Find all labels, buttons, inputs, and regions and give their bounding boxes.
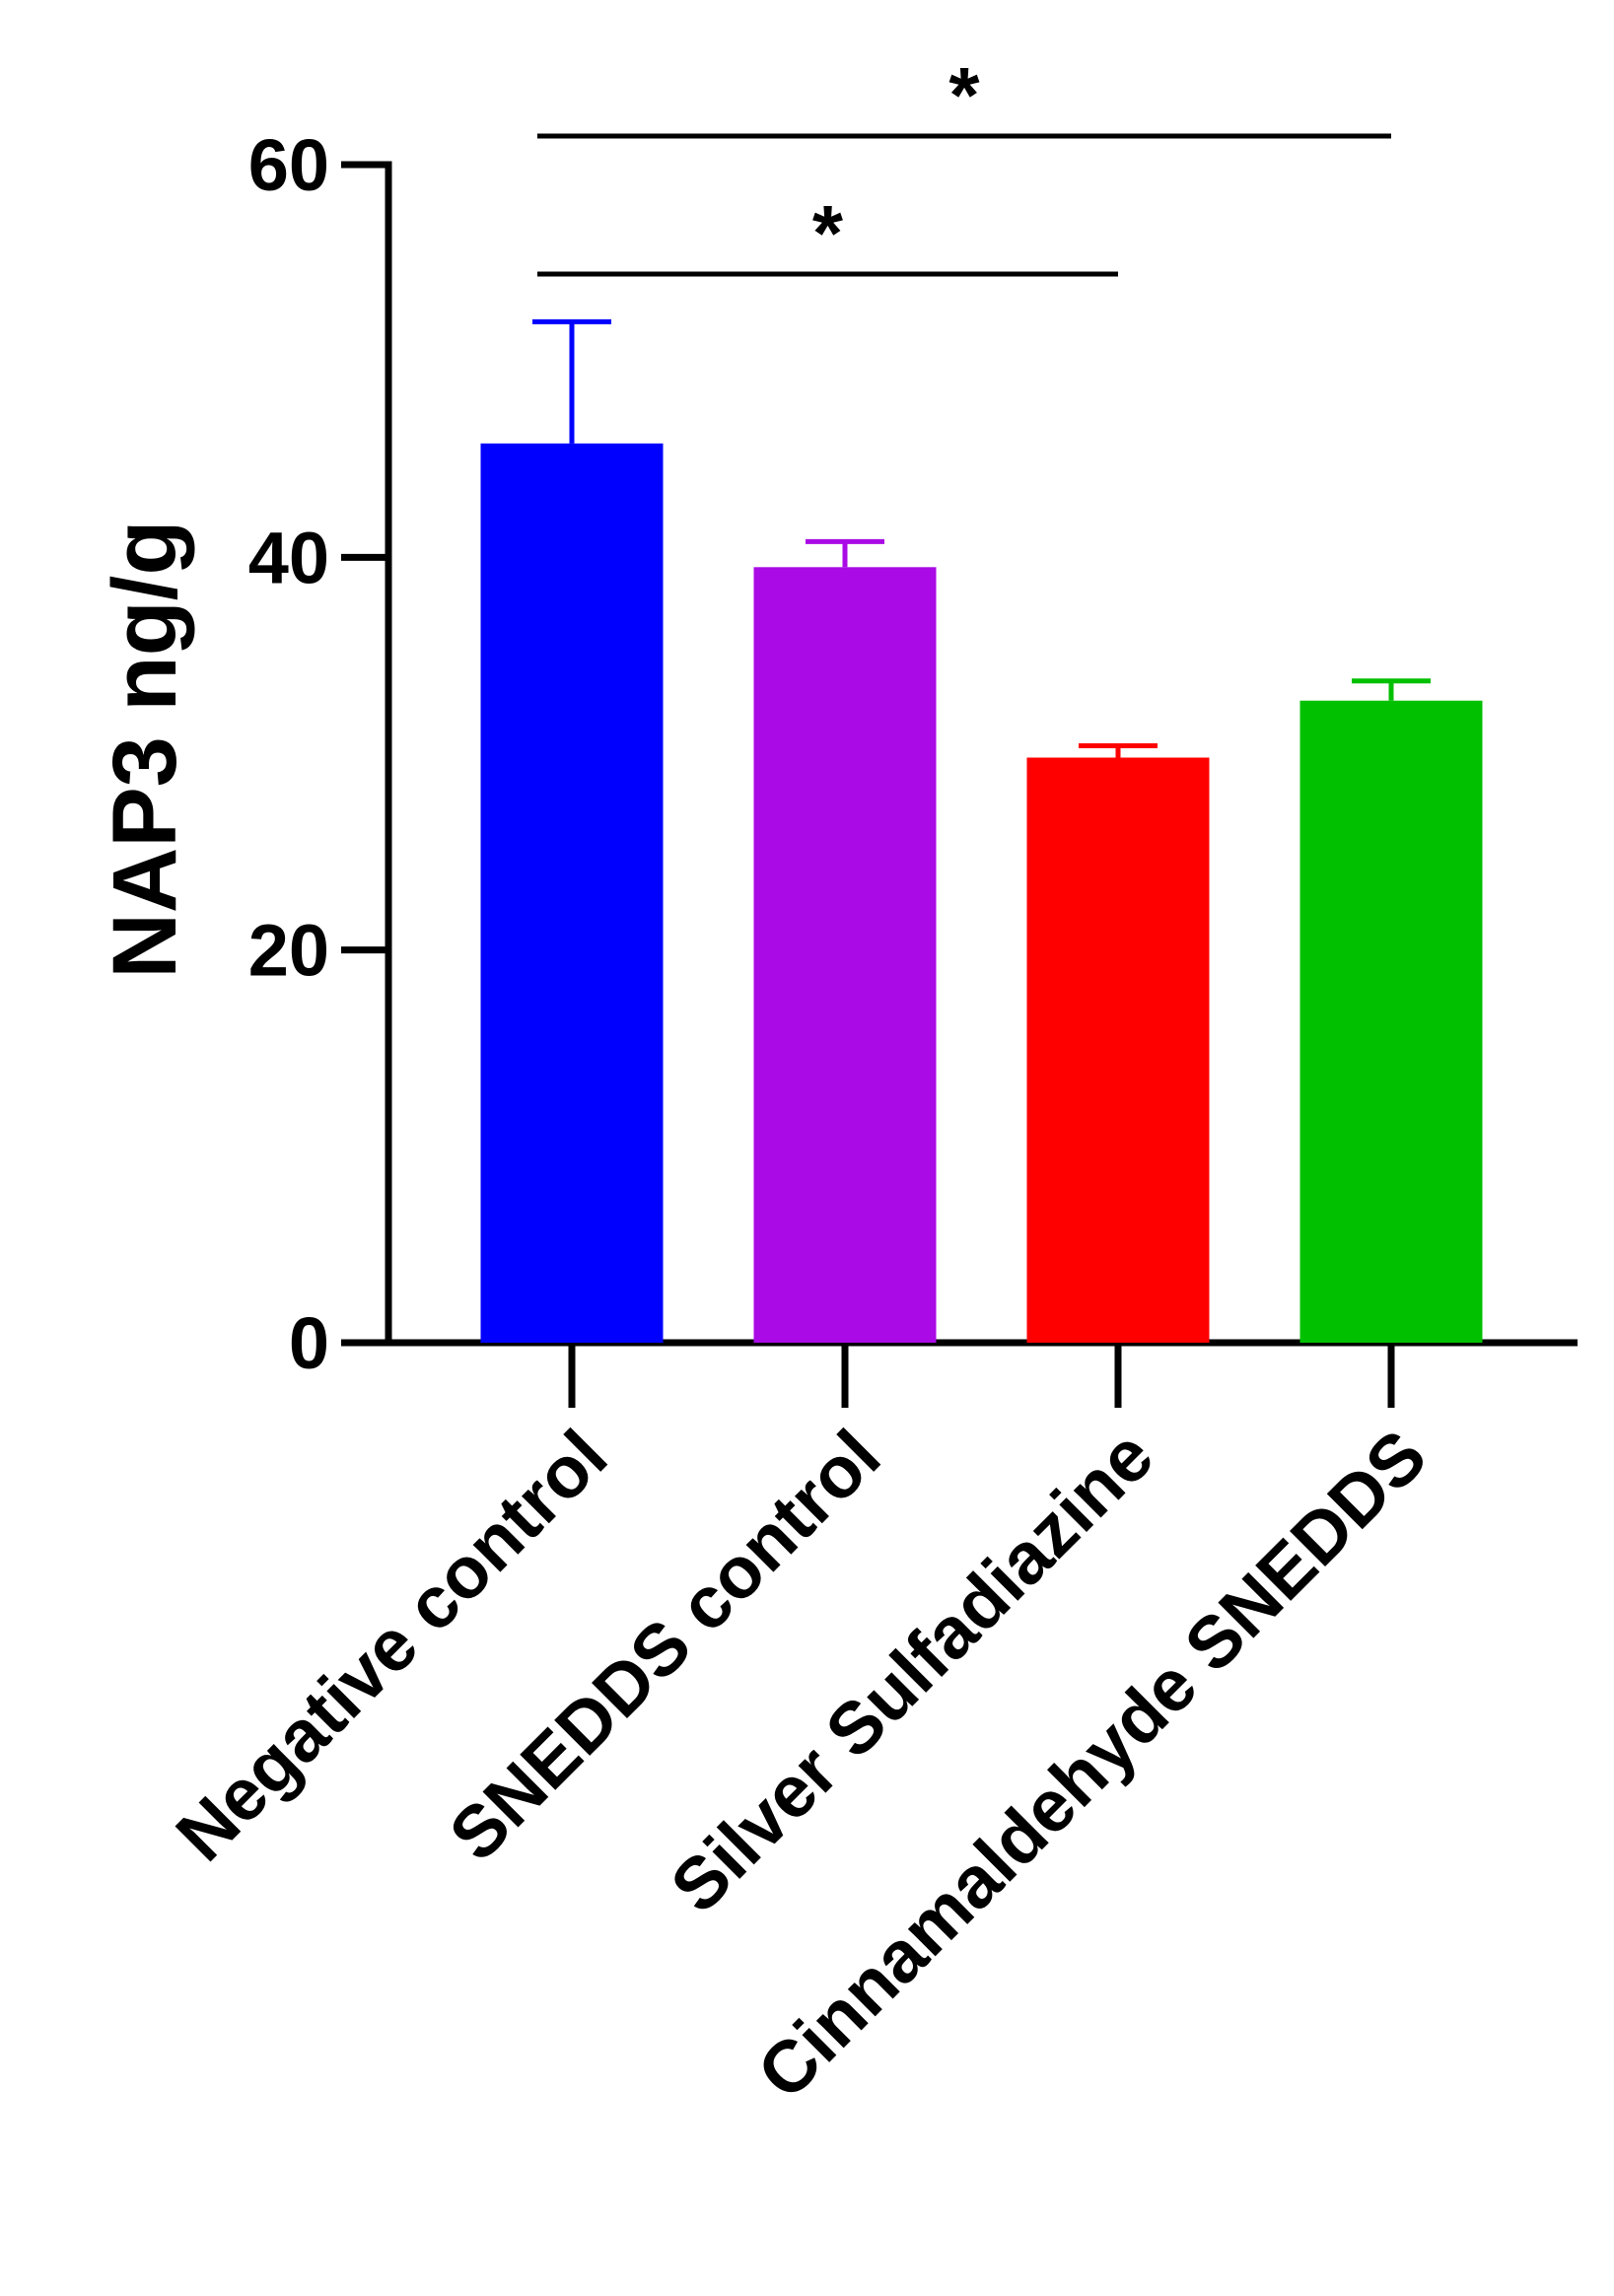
bar — [1026, 757, 1210, 1343]
bar — [753, 567, 937, 1343]
error-bar — [806, 538, 884, 568]
error-bar — [532, 318, 611, 444]
bar — [480, 443, 664, 1344]
y-axis-label: NAP3 ng/g — [95, 520, 195, 978]
bar — [1299, 700, 1483, 1343]
y-tick-label: 0 — [289, 1302, 329, 1384]
x-tick-label: Silver Sulfadiazine — [655, 1415, 1168, 1928]
y-tick-label: 20 — [248, 910, 329, 992]
error-bar — [1352, 678, 1431, 701]
y-tick-label: 40 — [248, 517, 329, 598]
y-tick-label: 60 — [248, 124, 329, 206]
error-bar — [1079, 743, 1158, 758]
significance-label: * — [812, 189, 844, 277]
significance-label: * — [948, 51, 980, 139]
